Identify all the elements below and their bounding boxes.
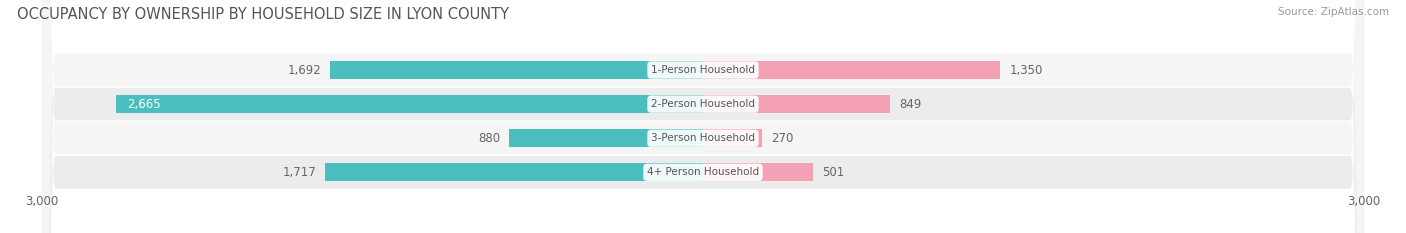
- Text: 270: 270: [772, 132, 793, 145]
- Bar: [703, 61, 1001, 79]
- Bar: [325, 163, 703, 181]
- Bar: [703, 163, 813, 181]
- Bar: [115, 95, 703, 113]
- Text: 2-Person Household: 2-Person Household: [651, 99, 755, 109]
- Text: 880: 880: [478, 132, 501, 145]
- Text: 1,717: 1,717: [283, 166, 316, 179]
- Text: 849: 849: [898, 98, 921, 111]
- Bar: [703, 129, 762, 147]
- Text: 1,692: 1,692: [288, 64, 322, 76]
- FancyBboxPatch shape: [42, 0, 1364, 233]
- Text: 2,665: 2,665: [127, 98, 160, 111]
- Text: 3-Person Household: 3-Person Household: [651, 133, 755, 143]
- Bar: [703, 95, 890, 113]
- Text: OCCUPANCY BY OWNERSHIP BY HOUSEHOLD SIZE IN LYON COUNTY: OCCUPANCY BY OWNERSHIP BY HOUSEHOLD SIZE…: [17, 7, 509, 22]
- FancyBboxPatch shape: [42, 0, 1364, 233]
- Text: 501: 501: [823, 166, 845, 179]
- Text: 1,350: 1,350: [1010, 64, 1043, 76]
- Text: Source: ZipAtlas.com: Source: ZipAtlas.com: [1278, 7, 1389, 17]
- FancyBboxPatch shape: [42, 0, 1364, 233]
- Text: 1-Person Household: 1-Person Household: [651, 65, 755, 75]
- FancyBboxPatch shape: [42, 0, 1364, 233]
- Bar: [330, 61, 703, 79]
- Bar: [509, 129, 703, 147]
- Text: 4+ Person Household: 4+ Person Household: [647, 167, 759, 177]
